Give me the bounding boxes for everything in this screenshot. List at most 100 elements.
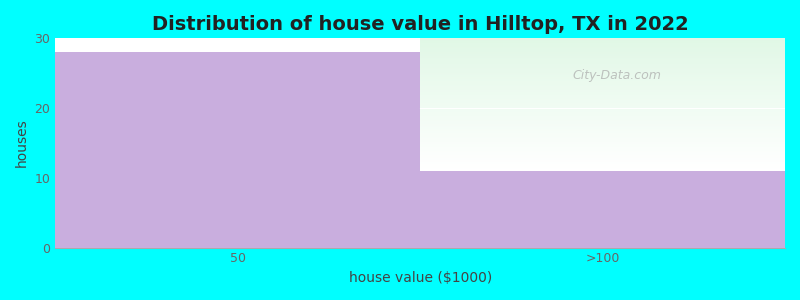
- Bar: [420, 90, 785, 91]
- Bar: [420, 47, 785, 48]
- Bar: [420, 127, 785, 128]
- Bar: [420, 160, 785, 161]
- Bar: [420, 167, 785, 169]
- Bar: [420, 157, 785, 158]
- Bar: [420, 165, 785, 166]
- Bar: [420, 163, 785, 164]
- Bar: [420, 151, 785, 152]
- Text: City-Data.com: City-Data.com: [573, 70, 662, 83]
- Bar: [420, 119, 785, 120]
- Bar: [420, 70, 785, 71]
- Bar: [420, 123, 785, 124]
- Bar: [420, 86, 785, 87]
- Bar: [420, 122, 785, 123]
- Bar: [420, 149, 785, 150]
- Bar: [420, 69, 785, 70]
- Bar: [420, 170, 785, 171]
- Bar: [420, 99, 785, 100]
- Bar: [420, 81, 785, 83]
- Bar: [420, 97, 785, 98]
- Bar: [420, 48, 785, 50]
- Bar: [420, 78, 785, 79]
- Bar: [420, 61, 785, 63]
- Bar: [420, 131, 785, 132]
- Bar: [420, 88, 785, 89]
- Bar: [420, 74, 785, 75]
- Bar: [420, 116, 785, 117]
- Bar: [420, 39, 785, 41]
- Bar: [420, 148, 785, 149]
- X-axis label: house value ($1000): house value ($1000): [349, 271, 492, 285]
- Bar: [420, 58, 785, 59]
- Bar: [420, 53, 785, 54]
- Bar: [420, 118, 785, 119]
- Bar: [420, 94, 785, 95]
- Bar: [420, 169, 785, 170]
- Bar: [420, 158, 785, 159]
- Bar: [420, 144, 785, 145]
- Bar: [420, 142, 785, 143]
- Bar: [420, 54, 785, 55]
- Bar: [420, 59, 785, 60]
- Bar: [420, 100, 785, 101]
- Bar: [420, 140, 785, 141]
- Bar: [420, 136, 785, 138]
- Bar: [420, 87, 785, 88]
- Bar: [420, 132, 785, 133]
- Bar: [420, 102, 785, 104]
- Bar: [55, 38, 420, 248]
- Bar: [420, 171, 785, 247]
- Bar: [420, 120, 785, 121]
- Bar: [420, 110, 785, 111]
- Bar: [420, 117, 785, 118]
- Bar: [420, 101, 785, 102]
- Bar: [420, 126, 785, 127]
- Bar: [420, 147, 785, 148]
- Bar: [420, 75, 785, 76]
- Bar: [420, 133, 785, 134]
- Bar: [55, 52, 420, 248]
- Bar: [420, 77, 785, 78]
- Bar: [420, 106, 785, 107]
- Bar: [420, 150, 785, 151]
- Bar: [420, 112, 785, 113]
- Bar: [420, 154, 785, 155]
- Bar: [420, 129, 785, 130]
- Bar: [420, 71, 785, 73]
- Bar: [420, 92, 785, 94]
- Bar: [420, 44, 785, 45]
- Bar: [420, 113, 785, 115]
- Bar: [420, 60, 785, 62]
- Bar: [420, 91, 785, 92]
- Bar: [420, 109, 785, 110]
- Bar: [420, 95, 785, 96]
- Bar: [420, 79, 785, 80]
- Bar: [420, 57, 785, 58]
- Bar: [420, 103, 785, 105]
- Bar: [420, 155, 785, 157]
- Bar: [420, 96, 785, 97]
- Bar: [420, 76, 785, 77]
- Bar: [420, 82, 785, 84]
- Bar: [420, 130, 785, 131]
- Bar: [420, 85, 785, 86]
- Bar: [420, 63, 785, 64]
- Bar: [420, 105, 785, 106]
- Bar: [420, 141, 785, 142]
- Bar: [420, 138, 785, 139]
- Bar: [420, 139, 785, 140]
- Bar: [420, 89, 785, 90]
- Bar: [420, 84, 785, 85]
- Bar: [420, 46, 785, 47]
- Bar: [420, 67, 785, 68]
- Y-axis label: houses: houses: [15, 118, 29, 167]
- Bar: [420, 164, 785, 165]
- Bar: [420, 161, 785, 162]
- Bar: [420, 68, 785, 69]
- Bar: [420, 40, 785, 42]
- Bar: [420, 115, 785, 116]
- Bar: [420, 64, 785, 65]
- Bar: [420, 65, 785, 66]
- Bar: [420, 50, 785, 52]
- Bar: [420, 38, 785, 39]
